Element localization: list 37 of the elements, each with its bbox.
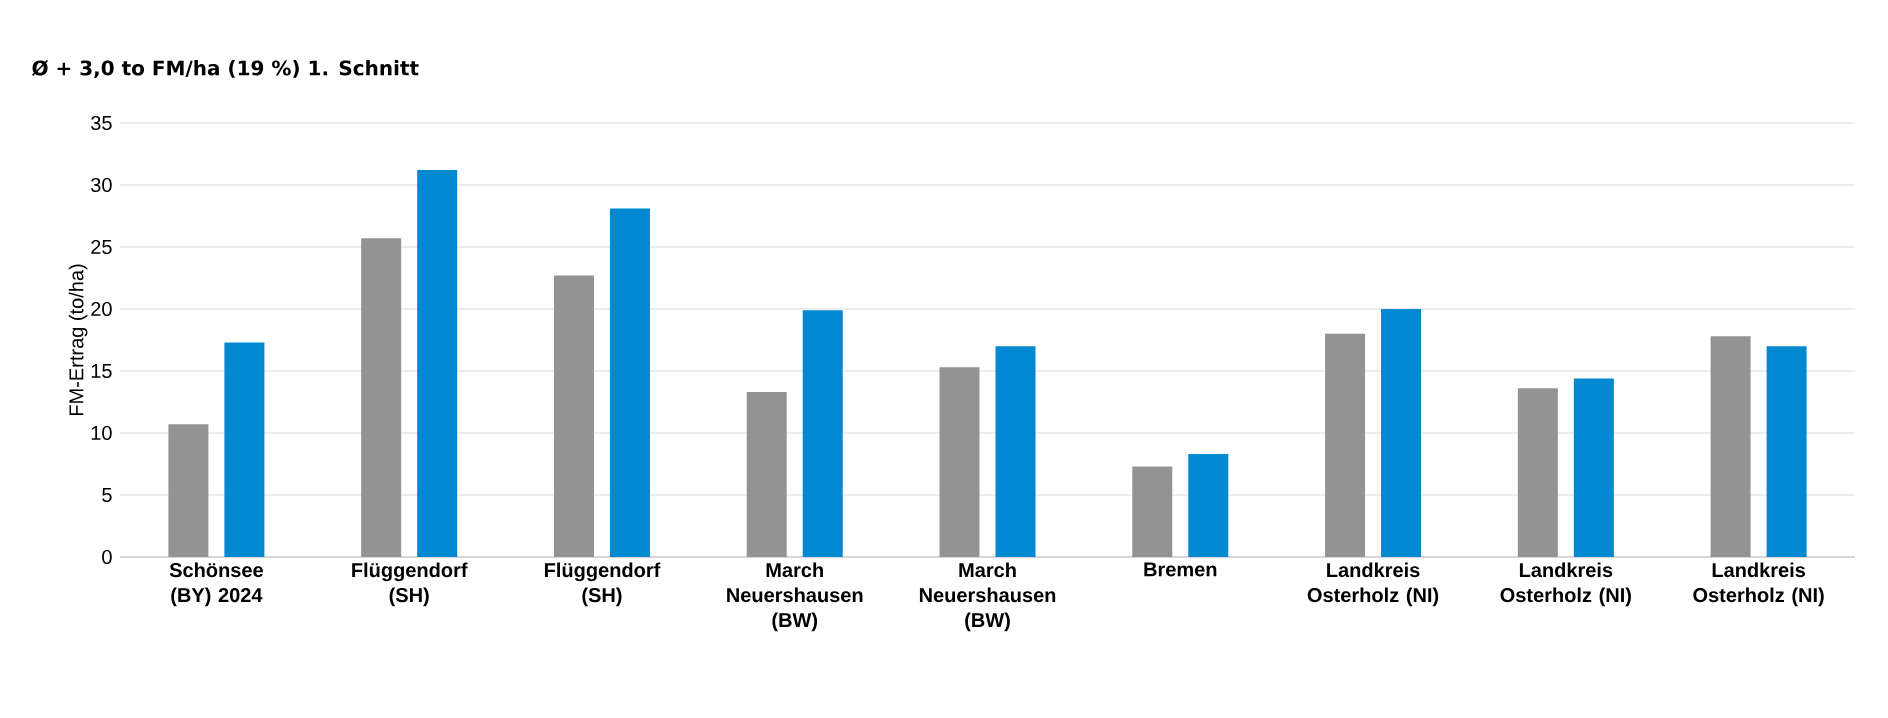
bar xyxy=(746,392,787,557)
bar xyxy=(1573,378,1614,557)
bar xyxy=(1766,346,1807,557)
bar xyxy=(802,310,843,557)
bar xyxy=(1325,333,1366,557)
bar xyxy=(553,275,594,557)
x-tick-label: Bremen xyxy=(1144,562,1217,577)
bar xyxy=(1132,466,1173,557)
y-tick-label: 5 xyxy=(102,488,112,502)
bar xyxy=(1188,454,1229,557)
x-tick-label: Landkreis Osterholz (NI) xyxy=(1307,562,1439,607)
y-tick-label: 35 xyxy=(91,115,112,131)
bar xyxy=(995,346,1036,557)
y-tick-label: 20 xyxy=(91,301,112,317)
x-tick-label: Landkreis Osterholz (NI) xyxy=(1693,562,1824,607)
x-tick-label: March Neuershausen (BW) xyxy=(919,562,1056,632)
bar xyxy=(1381,308,1422,557)
bar xyxy=(609,208,650,557)
x-tick-label: Landkreis Osterholz (NI) xyxy=(1500,562,1631,607)
bar xyxy=(224,342,265,557)
y-axis-title: FM-Ertrag (to/ha) xyxy=(68,264,88,416)
bar xyxy=(1710,336,1751,557)
x-tick-label: Flüggendorf (SH) xyxy=(544,562,661,607)
x-tick-label: Flüggendorf (SH) xyxy=(352,562,468,607)
y-tick-label: 25 xyxy=(91,239,112,255)
y-tick-label: 15 xyxy=(91,364,112,378)
bar xyxy=(361,238,402,557)
y-tick-label: 0 xyxy=(102,549,112,565)
bar xyxy=(1517,388,1558,557)
y-tick-label: 10 xyxy=(91,425,112,441)
bar xyxy=(168,424,209,557)
chart-title: Ø + 3,0 to FM/ha (19 %) 1. Schnitt xyxy=(31,59,419,79)
x-tick-label: March Neuershausen (BW) xyxy=(727,562,863,632)
x-tick-label: Schönsee (BY) 2024 xyxy=(169,562,263,607)
bar xyxy=(417,170,458,557)
bar xyxy=(939,367,980,557)
y-tick-label: 30 xyxy=(91,177,112,193)
